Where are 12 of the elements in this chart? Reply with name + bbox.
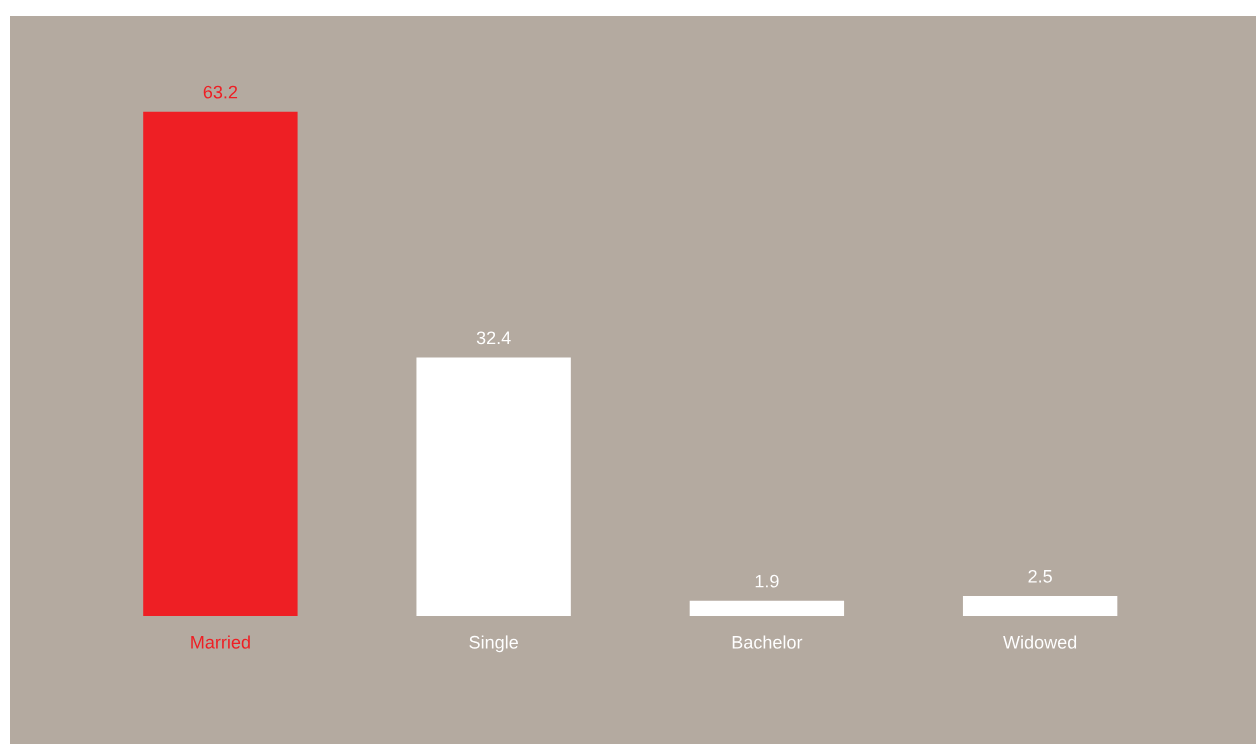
- x-tick-label: Married: [191, 635, 250, 649]
- bar: [689, 600, 845, 616]
- bar: [143, 111, 298, 616]
- x-tick-label: Widowed: [1003, 635, 1077, 649]
- data-label: 32.4: [476, 331, 511, 345]
- data-label: 63.2: [203, 85, 238, 99]
- x-tick-label: Single: [469, 635, 518, 653]
- bar: [416, 357, 571, 616]
- data-label: 2.5: [1028, 569, 1052, 583]
- data-label: 1.9: [755, 574, 779, 588]
- bar: [962, 596, 1118, 616]
- x-tick-label: Bachelor: [732, 635, 803, 649]
